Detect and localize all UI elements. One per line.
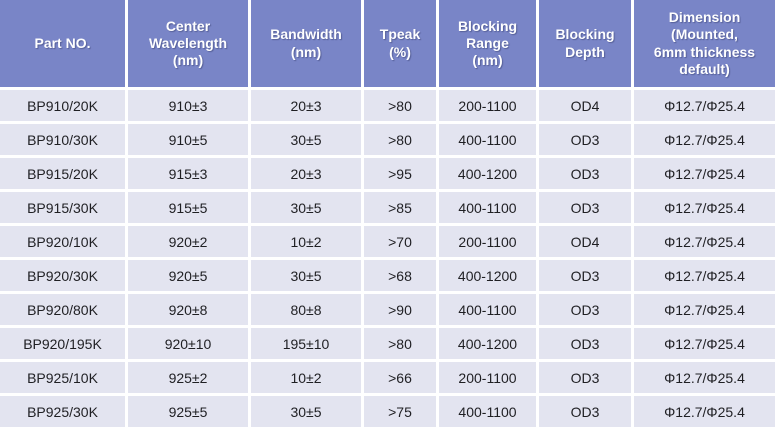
cell-blocking-range: 400-1100 (439, 294, 536, 325)
cell-bandwidth: 195±10 (251, 328, 361, 359)
cell-tpeak: >70 (364, 226, 436, 257)
cell-blocking-depth: OD3 (539, 124, 631, 155)
header-tpeak: Tpeak (%) (364, 0, 436, 87)
cell-tpeak: >80 (364, 90, 436, 121)
cell-tpeak: >68 (364, 260, 436, 291)
cell-blocking-depth: OD3 (539, 328, 631, 359)
cell-blocking-depth: OD3 (539, 294, 631, 325)
cell-bandwidth: 30±5 (251, 396, 361, 427)
cell-part-no: BP915/30K (0, 192, 125, 223)
header-blocking-range: Blocking Range (nm) (439, 0, 536, 87)
cell-part-no: BP925/10K (0, 362, 125, 393)
cell-bandwidth: 10±2 (251, 362, 361, 393)
cell-part-no: BP920/195K (0, 328, 125, 359)
cell-part-no: BP910/30K (0, 124, 125, 155)
cell-part-no: BP915/20K (0, 158, 125, 189)
cell-part-no: BP925/30K (0, 396, 125, 427)
cell-center-wavelength: 910±5 (128, 124, 248, 155)
cell-blocking-range: 400-1100 (439, 396, 536, 427)
header-center-wavelength: Center Wavelength (nm) (128, 0, 248, 87)
cell-tpeak: >90 (364, 294, 436, 325)
cell-part-no: BP910/20K (0, 90, 125, 121)
cell-blocking-range: 200-1100 (439, 362, 536, 393)
cell-center-wavelength: 920±2 (128, 226, 248, 257)
cell-blocking-depth: OD3 (539, 192, 631, 223)
cell-tpeak: >95 (364, 158, 436, 189)
header-part-no: Part NO. (0, 0, 125, 87)
cell-blocking-depth: OD3 (539, 260, 631, 291)
cell-blocking-depth: OD4 (539, 226, 631, 257)
cell-dimension: Φ12.7/Φ25.4 (634, 328, 775, 359)
cell-blocking-depth: OD3 (539, 396, 631, 427)
cell-blocking-range: 400-1100 (439, 124, 536, 155)
cell-blocking-range: 200-1100 (439, 90, 536, 121)
cell-bandwidth: 30±5 (251, 124, 361, 155)
cell-bandwidth: 20±3 (251, 90, 361, 121)
cell-center-wavelength: 920±5 (128, 260, 248, 291)
cell-dimension: Φ12.7/Φ25.4 (634, 192, 775, 223)
cell-tpeak: >80 (364, 124, 436, 155)
cell-blocking-depth: OD3 (539, 158, 631, 189)
cell-tpeak: >85 (364, 192, 436, 223)
cell-center-wavelength: 925±2 (128, 362, 248, 393)
cell-part-no: BP920/30K (0, 260, 125, 291)
cell-tpeak: >75 (364, 396, 436, 427)
cell-blocking-range: 400-1200 (439, 260, 536, 291)
cell-blocking-depth: OD4 (539, 90, 631, 121)
cell-center-wavelength: 915±3 (128, 158, 248, 189)
header-bandwidth: Bandwidth (nm) (251, 0, 361, 87)
cell-dimension: Φ12.7/Φ25.4 (634, 294, 775, 325)
cell-tpeak: >80 (364, 328, 436, 359)
cell-blocking-range: 400-1200 (439, 158, 536, 189)
cell-part-no: BP920/10K (0, 226, 125, 257)
cell-dimension: Φ12.7/Φ25.4 (634, 362, 775, 393)
cell-blocking-depth: OD3 (539, 362, 631, 393)
cell-bandwidth: 30±5 (251, 192, 361, 223)
cell-center-wavelength: 915±5 (128, 192, 248, 223)
cell-part-no: BP920/80K (0, 294, 125, 325)
header-dimension: Dimension (Mounted, 6mm thickness defaul… (634, 0, 775, 87)
cell-tpeak: >66 (364, 362, 436, 393)
cell-center-wavelength: 910±3 (128, 90, 248, 121)
cell-dimension: Φ12.7/Φ25.4 (634, 396, 775, 427)
cell-bandwidth: 20±3 (251, 158, 361, 189)
cell-dimension: Φ12.7/Φ25.4 (634, 226, 775, 257)
cell-center-wavelength: 920±10 (128, 328, 248, 359)
cell-center-wavelength: 925±5 (128, 396, 248, 427)
cell-dimension: Φ12.7/Φ25.4 (634, 158, 775, 189)
cell-dimension: Φ12.7/Φ25.4 (634, 260, 775, 291)
cell-bandwidth: 30±5 (251, 260, 361, 291)
cell-bandwidth: 80±8 (251, 294, 361, 325)
cell-center-wavelength: 920±8 (128, 294, 248, 325)
cell-blocking-range: 400-1200 (439, 328, 536, 359)
cell-dimension: Φ12.7/Φ25.4 (634, 124, 775, 155)
header-blocking-depth: Blocking Depth (539, 0, 631, 87)
cell-blocking-range: 200-1100 (439, 226, 536, 257)
cell-dimension: Φ12.7/Φ25.4 (634, 90, 775, 121)
cell-bandwidth: 10±2 (251, 226, 361, 257)
cell-blocking-range: 400-1100 (439, 192, 536, 223)
